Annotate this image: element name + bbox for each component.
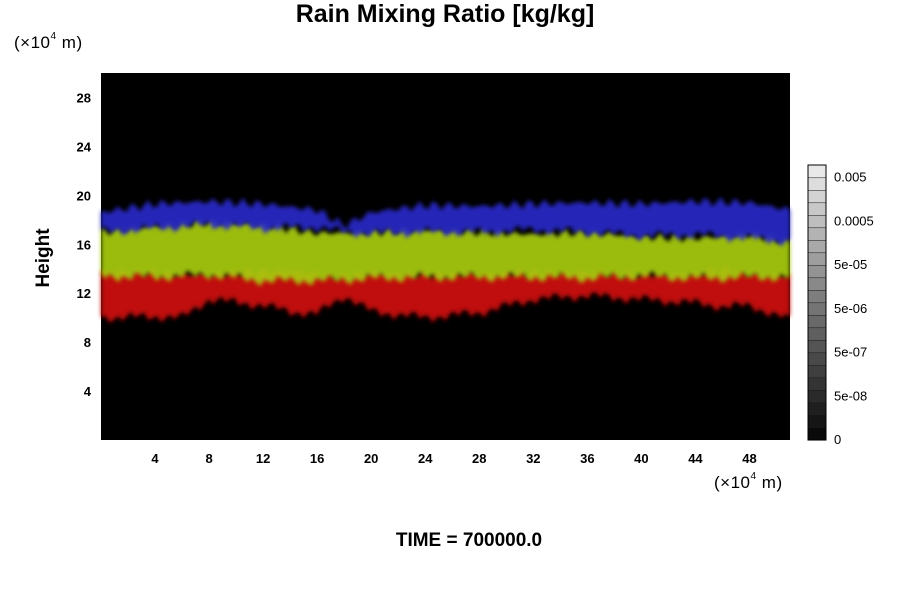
colorbar-level bbox=[807, 214, 827, 229]
colorbar-level bbox=[807, 302, 827, 316]
x-tick-label: 32 bbox=[526, 451, 540, 466]
x-tick-label: 20 bbox=[364, 451, 378, 466]
layer-band-2 bbox=[101, 197, 790, 247]
colorbar-level bbox=[807, 164, 827, 179]
colorbar-level bbox=[807, 339, 827, 354]
x-tick-label: 40 bbox=[634, 451, 648, 466]
x-unit-suffix: m) bbox=[756, 473, 783, 492]
colorbar-tick-label: 0 bbox=[834, 432, 841, 447]
colorbar-level bbox=[807, 252, 827, 266]
colorbar-level bbox=[807, 427, 827, 441]
y-unit-label: (×104 m) bbox=[14, 31, 83, 53]
colorbar-level bbox=[807, 377, 827, 391]
colorbar-level bbox=[807, 227, 827, 241]
layer-band-1 bbox=[101, 218, 790, 287]
x-tick-label: 8 bbox=[205, 451, 212, 466]
y-tick-label: 20 bbox=[77, 188, 91, 203]
colorbar-tick-label: 5e-07 bbox=[834, 345, 867, 360]
x-unit-exp: 4 bbox=[750, 471, 757, 483]
colorbar-tick-label: 0.0005 bbox=[834, 213, 874, 228]
x-tick-label: 44 bbox=[688, 451, 703, 466]
y-tick-label: 4 bbox=[84, 384, 92, 399]
x-tick-label: 28 bbox=[472, 451, 486, 466]
colorbar-level bbox=[807, 314, 827, 329]
x-tick-label: 4 bbox=[151, 451, 159, 466]
colorbar-tick-label: 5e-05 bbox=[834, 257, 867, 272]
colorbar-level bbox=[807, 289, 827, 304]
colorbar-level bbox=[807, 264, 827, 279]
colorbar-level bbox=[807, 364, 827, 379]
x-tick-label: 16 bbox=[310, 451, 324, 466]
x-unit-prefix: (×10 bbox=[714, 473, 751, 492]
y-unit-exp: 4 bbox=[50, 31, 57, 43]
colorbar-level bbox=[807, 327, 827, 341]
x-tick-label: 48 bbox=[742, 451, 756, 466]
colorbar: 0 5e-08 5e-07 5e-06 5e-05 0.0005 0.005 bbox=[807, 164, 874, 447]
colorbar-level bbox=[807, 189, 827, 204]
y-unit-prefix: (×10 bbox=[14, 33, 51, 52]
colorbar-tick-label: 5e-06 bbox=[834, 301, 867, 316]
colorbar-tick-label: 5e-08 bbox=[834, 388, 867, 403]
x-tick-label: 12 bbox=[256, 451, 270, 466]
data-layers bbox=[101, 197, 790, 323]
y-tick-label: 28 bbox=[77, 90, 91, 105]
colorbar-level bbox=[807, 177, 827, 191]
x-tick-label: 24 bbox=[418, 451, 433, 466]
y-tick-label: 16 bbox=[77, 237, 91, 252]
y-tick-label: 8 bbox=[84, 335, 91, 350]
x-ticks: 4 8 12 16 20 24 28 32 36 40 44 48 bbox=[151, 451, 756, 466]
colorbar-level bbox=[807, 202, 827, 216]
colorbar-level bbox=[807, 239, 827, 254]
time-label: TIME = 700000.0 bbox=[395, 530, 543, 551]
y-ticks: 4 8 12 16 20 24 28 bbox=[77, 90, 92, 399]
chart-title: Rain Mixing Ratio [kg/kg] bbox=[295, 0, 595, 28]
y-tick-label: 24 bbox=[77, 139, 92, 154]
colorbar-level bbox=[807, 277, 827, 291]
x-tick-label: 36 bbox=[580, 451, 594, 466]
colorbar-tick-label: 0.005 bbox=[834, 170, 867, 185]
colorbar-level bbox=[807, 352, 827, 366]
colorbar-level bbox=[807, 389, 827, 404]
x-unit-label: (×104 m) bbox=[714, 471, 783, 493]
colorbar-level bbox=[807, 414, 827, 429]
y-tick-label: 12 bbox=[77, 286, 91, 301]
y-unit-suffix: m) bbox=[56, 33, 83, 52]
colorbar-level bbox=[807, 402, 827, 416]
colorbar-frame bbox=[807, 164, 827, 441]
